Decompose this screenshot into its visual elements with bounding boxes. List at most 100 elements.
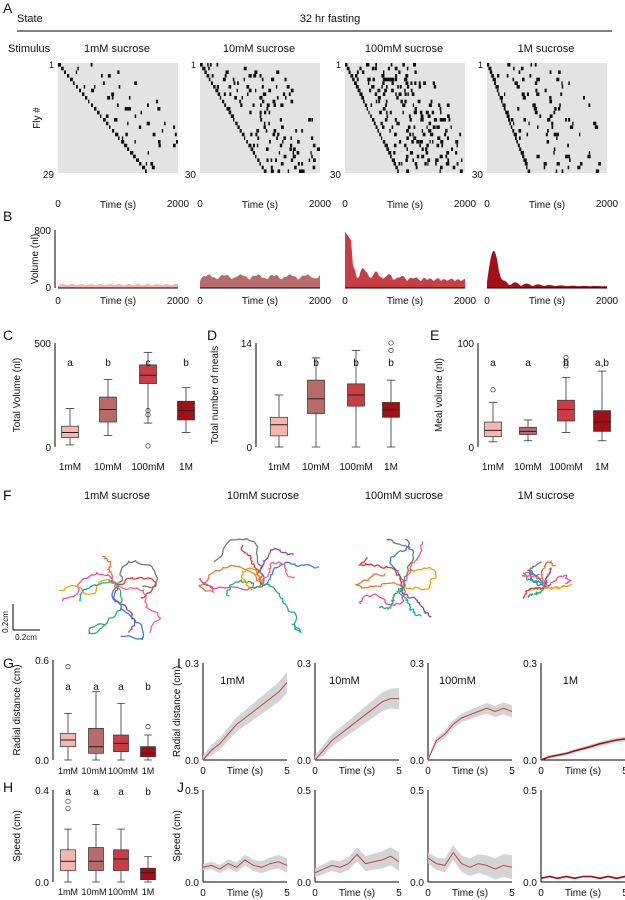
raster-tick <box>275 85 278 89</box>
line-y-tick: 0.5 <box>185 786 199 797</box>
raster-tick <box>509 121 511 126</box>
fly-trajectory <box>111 586 145 641</box>
raster-tick <box>367 81 370 85</box>
raster-tick <box>374 92 378 96</box>
raster-tick <box>404 77 408 82</box>
volume-x-tick: 2000 <box>309 296 332 307</box>
raster-tick <box>536 77 540 82</box>
raster-tick <box>237 81 239 85</box>
raster-tick <box>429 140 431 144</box>
significance-letter: b <box>353 358 359 369</box>
raster-tick <box>138 125 142 129</box>
raster-tick <box>445 162 450 166</box>
volume-trace-area <box>200 274 320 288</box>
raster-tick <box>389 129 391 133</box>
raster-tick <box>496 88 499 93</box>
box-y-tick: 0 <box>468 443 474 454</box>
raster-tick <box>284 77 287 82</box>
raster-tick <box>436 143 440 148</box>
raster-tick <box>296 151 300 155</box>
raster-tick <box>391 88 394 93</box>
raster-tick <box>518 70 521 74</box>
box-outlier <box>563 355 569 361</box>
raster-tick <box>290 158 294 162</box>
raster-tick <box>294 165 297 170</box>
raster-tick <box>436 125 440 129</box>
box-category-label: 1M <box>142 766 155 776</box>
raster-tick <box>556 132 559 137</box>
raster-x-tick: 2000 <box>454 199 477 210</box>
raster-tick <box>224 74 227 78</box>
line-y-tick: 0.0 <box>297 756 311 767</box>
raster-tick <box>407 92 409 96</box>
raster-tick <box>532 103 536 107</box>
raster-tick <box>292 147 296 151</box>
raster-tick <box>134 81 137 85</box>
fly-trajectory <box>545 574 572 589</box>
raster-xlabel: Time (s) <box>242 200 278 211</box>
raster-tick <box>250 132 253 137</box>
raster-tick <box>237 125 240 129</box>
line-y-tick: 0.5 <box>297 786 311 797</box>
raster-tick <box>529 74 532 78</box>
raster-tick <box>428 129 432 133</box>
volume-y-tick: 0 <box>45 283 51 294</box>
raster-tick <box>382 81 385 85</box>
raster-tick <box>445 129 448 133</box>
raster-tick <box>280 103 284 107</box>
raster-tick <box>372 118 375 122</box>
raster-tick <box>389 110 392 115</box>
box-body <box>140 746 156 758</box>
raster-tick <box>147 151 149 155</box>
raster-tick <box>561 85 564 89</box>
raster-tick <box>375 99 378 104</box>
box-category-label: 1mM <box>58 887 78 897</box>
raster-tick <box>577 165 581 170</box>
line-series <box>314 853 400 874</box>
raster-tick <box>386 114 389 118</box>
raster-tick <box>511 118 514 122</box>
trajectory-title: 10mM sucrose <box>227 490 299 502</box>
raster-tick <box>414 70 417 74</box>
raster-tick <box>402 103 406 107</box>
raster-tick <box>310 136 314 140</box>
raster-tick <box>90 63 93 67</box>
significance-letter: b <box>105 358 111 369</box>
raster-tick <box>260 118 263 122</box>
raster-tick <box>276 136 278 140</box>
volume-trace-area <box>345 231 465 288</box>
line-x-tick: 5 <box>509 888 515 899</box>
raster-tick <box>588 103 591 107</box>
raster-tick <box>228 107 231 111</box>
volume-x-tick: 0 <box>55 296 61 307</box>
raster-tick <box>301 169 305 173</box>
raster-tick <box>282 92 286 96</box>
raster-tick <box>419 143 421 148</box>
raster-tick <box>140 110 142 115</box>
fly-trajectory <box>62 571 118 602</box>
scale-bar-y-label: 0.2cm <box>1 611 10 633</box>
raster-tick <box>397 85 399 89</box>
raster-tick <box>151 165 155 170</box>
line-x-tick: 5 <box>284 766 290 777</box>
raster-tick <box>381 74 385 78</box>
raster-tick <box>520 66 524 71</box>
volume-x-tick: 2000 <box>454 296 477 307</box>
raster-tick <box>232 77 235 82</box>
box-category-label: 1M <box>142 887 155 897</box>
raster-tick <box>233 81 236 85</box>
line-error-band <box>315 847 399 878</box>
raster-tick <box>118 136 120 140</box>
raster-tick <box>204 70 207 74</box>
significance-letter: b <box>183 358 189 369</box>
raster-tick <box>544 88 547 93</box>
raster-tick <box>405 81 409 85</box>
raster-tick <box>228 110 232 115</box>
raster-tick <box>208 77 211 82</box>
fly-trajectory <box>358 557 405 588</box>
raster-xlabel: Time (s) <box>529 200 565 211</box>
raster-tick <box>536 154 540 159</box>
panel-letter: C <box>3 327 13 343</box>
fly-trajectory <box>225 579 264 597</box>
raster-tick <box>272 132 276 137</box>
